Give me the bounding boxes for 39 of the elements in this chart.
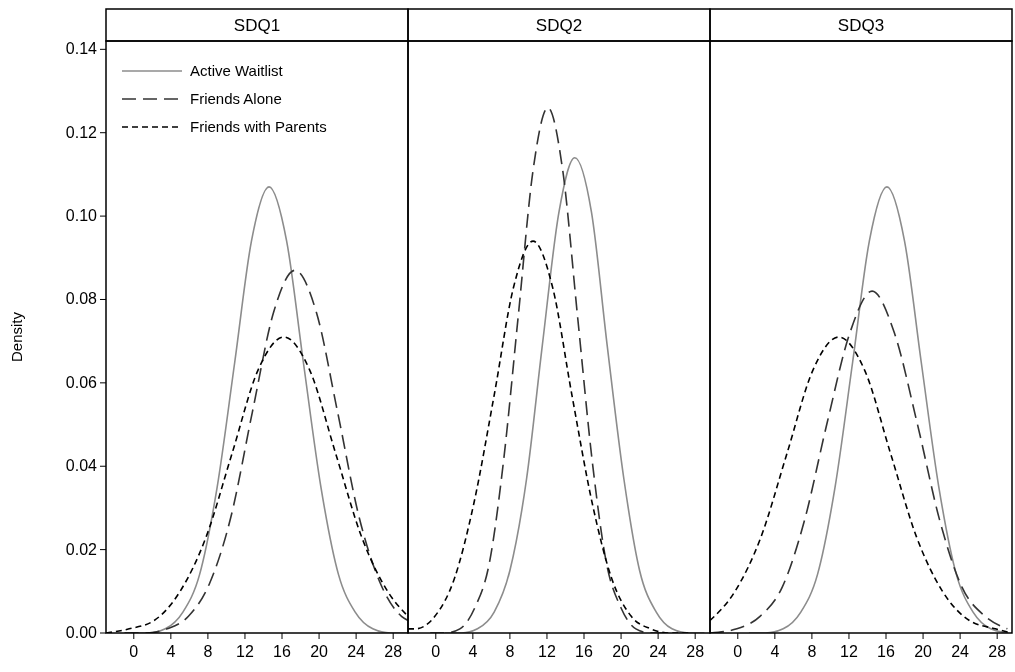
legend-label: Active Waitlist: [190, 62, 284, 79]
x-tick-label: 16: [273, 643, 292, 660]
x-tick-label: 16: [877, 643, 896, 660]
x-tick-label: 0: [129, 643, 139, 660]
y-tick-label: 0.14: [65, 40, 98, 58]
legend-label: Friends Alone: [190, 90, 282, 107]
x-tick-label: 24: [951, 643, 970, 660]
chart-title: SDQ3: [837, 16, 885, 35]
x-tick-label: 20: [310, 643, 329, 660]
x-tick-label: 24: [347, 643, 366, 660]
chart-title: SDQ1: [233, 16, 281, 35]
x-tick-label: 20: [914, 643, 933, 660]
x-tick-label: 16: [575, 643, 594, 660]
x-tick-label: 4: [166, 643, 176, 660]
y-tick-label: 0.08: [65, 290, 98, 308]
y-tick-label: 0.00: [65, 624, 98, 641]
x-tick-label: 8: [505, 643, 515, 660]
x-tick-label: 28: [686, 643, 705, 660]
y-tick-label: 0.10: [65, 207, 98, 225]
x-tick-label: 20: [612, 643, 631, 660]
y-axis-title: Density: [8, 311, 25, 363]
legend-label: Friends with Parents: [190, 118, 327, 135]
chart-title: SDQ2: [535, 16, 583, 35]
x-tick-label: 12: [236, 643, 254, 660]
x-tick-label: 4: [770, 643, 780, 660]
x-tick-label: 12: [840, 643, 858, 660]
x-tick-label: 8: [203, 643, 213, 660]
x-tick-label: 12: [538, 643, 556, 660]
y-tick-label: 0.02: [65, 540, 98, 558]
x-tick-label: 24: [649, 643, 668, 660]
y-tick-label: 0.04: [65, 457, 98, 475]
x-tick-label: 0: [431, 643, 441, 660]
x-tick-label: 8: [807, 643, 817, 660]
x-tick-label: 4: [468, 643, 478, 660]
x-tick-label: 28: [384, 643, 403, 660]
x-tick-label: 0: [733, 643, 743, 660]
y-tick-label: 0.12: [65, 123, 98, 141]
y-tick-label: 0.06: [65, 373, 98, 391]
x-tick-label: 28: [988, 643, 1007, 660]
